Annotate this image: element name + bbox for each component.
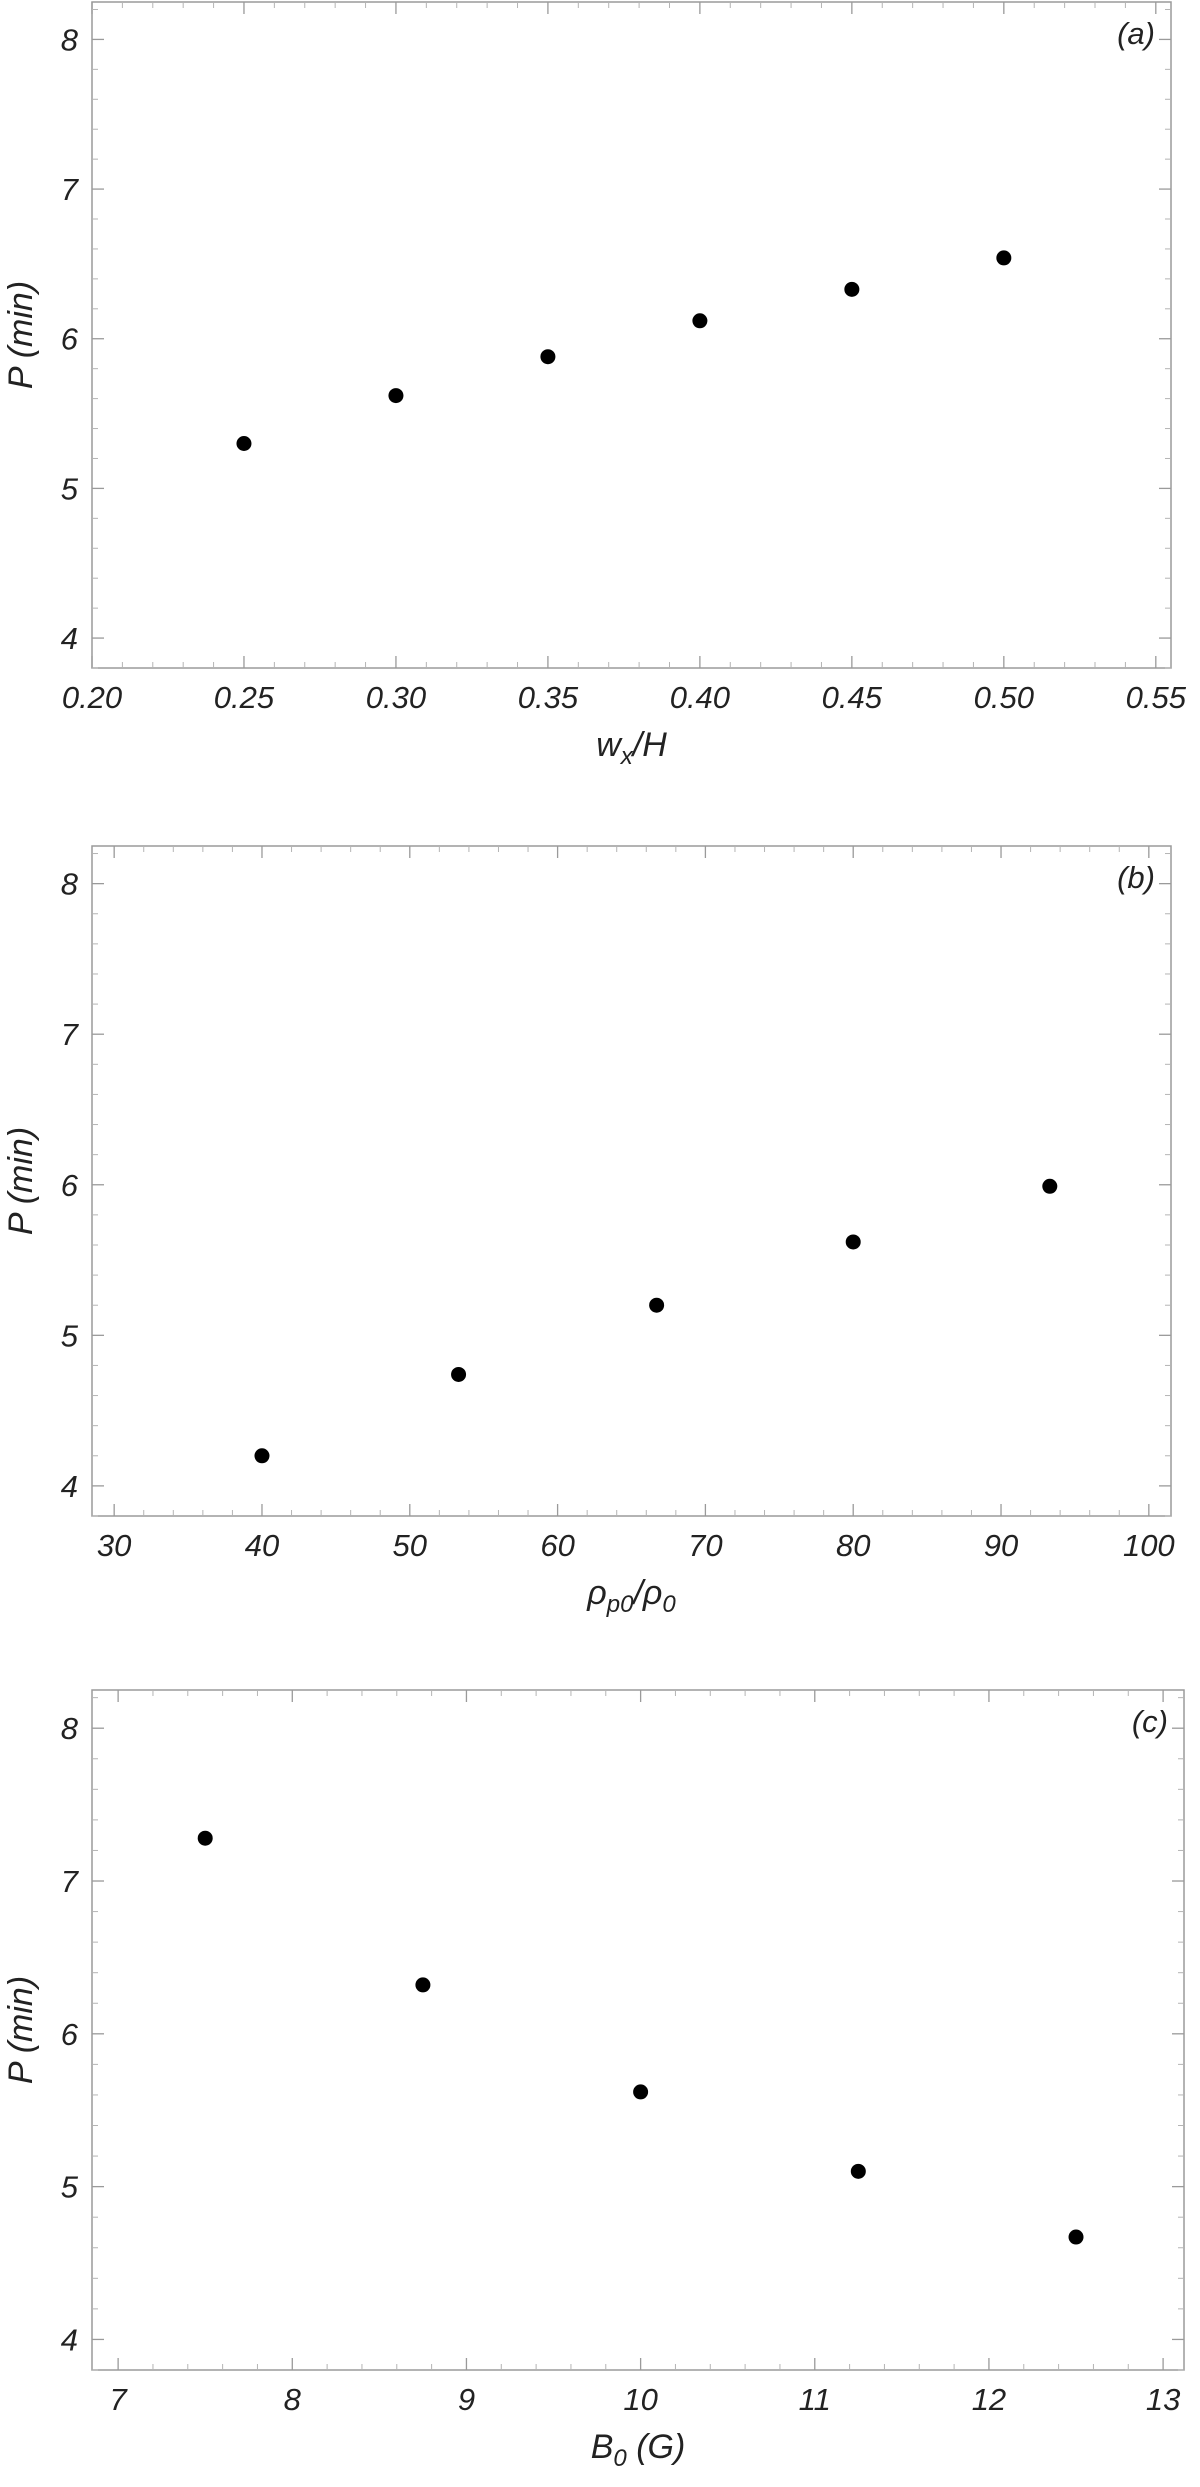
y-tick-label: 7 [61, 1017, 80, 1052]
x-tick-label: 0.20 [62, 680, 122, 715]
y-axis-label: P (min) [2, 1127, 40, 1235]
y-tick-label: 6 [61, 322, 79, 357]
y-tick-label: 4 [61, 1469, 78, 1504]
x-tick-label: 90 [984, 1528, 1018, 1563]
data-point [649, 1297, 665, 1313]
panel-label: (c) [1132, 1704, 1168, 1739]
x-tick-label: 8 [284, 2382, 302, 2417]
y-tick-label: 4 [61, 2322, 78, 2357]
x-tick-label: 0.35 [518, 680, 579, 715]
x-tick-label: 50 [393, 1528, 427, 1563]
y-tick-label: 6 [61, 2017, 79, 2052]
data-point [633, 2084, 649, 2100]
x-tick-label: 0.50 [974, 680, 1034, 715]
data-point [844, 281, 860, 297]
plot-frame [91, 845, 1172, 1517]
x-tick-label: 100 [1123, 1528, 1175, 1563]
x-tick-label: 30 [97, 1528, 131, 1563]
data-point [236, 436, 252, 452]
data-point [415, 1977, 431, 1993]
x-tick-label: 7 [109, 2382, 128, 2417]
x-tick-label: 60 [540, 1528, 574, 1563]
y-tick-label: 4 [61, 621, 78, 656]
x-tick-label: 40 [245, 1528, 279, 1563]
chart-panel-3: 7 8 9 10 11 12 13 4 5 6 7 8 P (min) B0 (G) (c) [2, 1689, 1185, 2472]
y-tick-label: 6 [61, 1168, 79, 1203]
data-point [197, 1830, 213, 1846]
x-axis-label: B0 (G) [591, 2428, 686, 2472]
plot-frame [91, 1689, 1185, 2371]
x-tick-label: 10 [623, 2382, 657, 2417]
x-axis-label: ρp0/ρ0 [586, 1574, 676, 1618]
x-tick-label: 0.30 [366, 680, 426, 715]
y-axis-label: P (min) [2, 281, 40, 389]
x-tick-label: 12 [972, 2382, 1006, 2417]
x-tick-label: 70 [688, 1528, 722, 1563]
plot-frame [91, 1, 1172, 669]
x-tick-label: 0.40 [670, 680, 730, 715]
y-axis-label: P (min) [2, 1976, 40, 2084]
x-tick-label: 0.55 [1126, 680, 1187, 715]
data-point [254, 1448, 270, 1464]
x-tick-label: 13 [1146, 2382, 1180, 2417]
x-tick-label: 80 [836, 1528, 870, 1563]
data-point [1042, 1178, 1058, 1194]
x-tick-label: 9 [458, 2382, 475, 2417]
x-tick-label: 0.45 [822, 680, 883, 715]
panel-label: (b) [1117, 860, 1155, 895]
y-tick-label: 5 [61, 2170, 79, 2205]
data-point [388, 388, 404, 404]
chart-panel-1: 0.20 0.25 0.30 0.35 0.40 0.45 0.50 0.55 4 5 6 7 8 P (… [2, 1, 1187, 770]
y-tick-label: 7 [61, 172, 80, 207]
chart-panel-2: 30 40 50 60 70 80 90 100 4 5 6 7 8 P (min) ρp0/ρ0 (b) [2, 845, 1175, 1618]
data-point [540, 349, 556, 365]
y-tick-label: 7 [61, 1864, 80, 1899]
x-axis-label: wx/H [596, 726, 667, 770]
data-point [996, 250, 1012, 266]
y-tick-label: 5 [61, 471, 79, 506]
data-point [692, 313, 708, 329]
x-tick-label: 11 [799, 2382, 831, 2417]
y-tick-label: 5 [61, 1318, 79, 1353]
data-point [451, 1366, 467, 1382]
data-point [1068, 2229, 1084, 2245]
panel-label: (a) [1117, 16, 1155, 51]
data-point [850, 2163, 866, 2179]
x-tick-label: 0.25 [214, 680, 275, 715]
y-tick-label: 8 [61, 867, 79, 902]
y-tick-label: 8 [61, 1711, 79, 1746]
data-point [845, 1234, 861, 1250]
y-tick-label: 8 [61, 22, 79, 57]
